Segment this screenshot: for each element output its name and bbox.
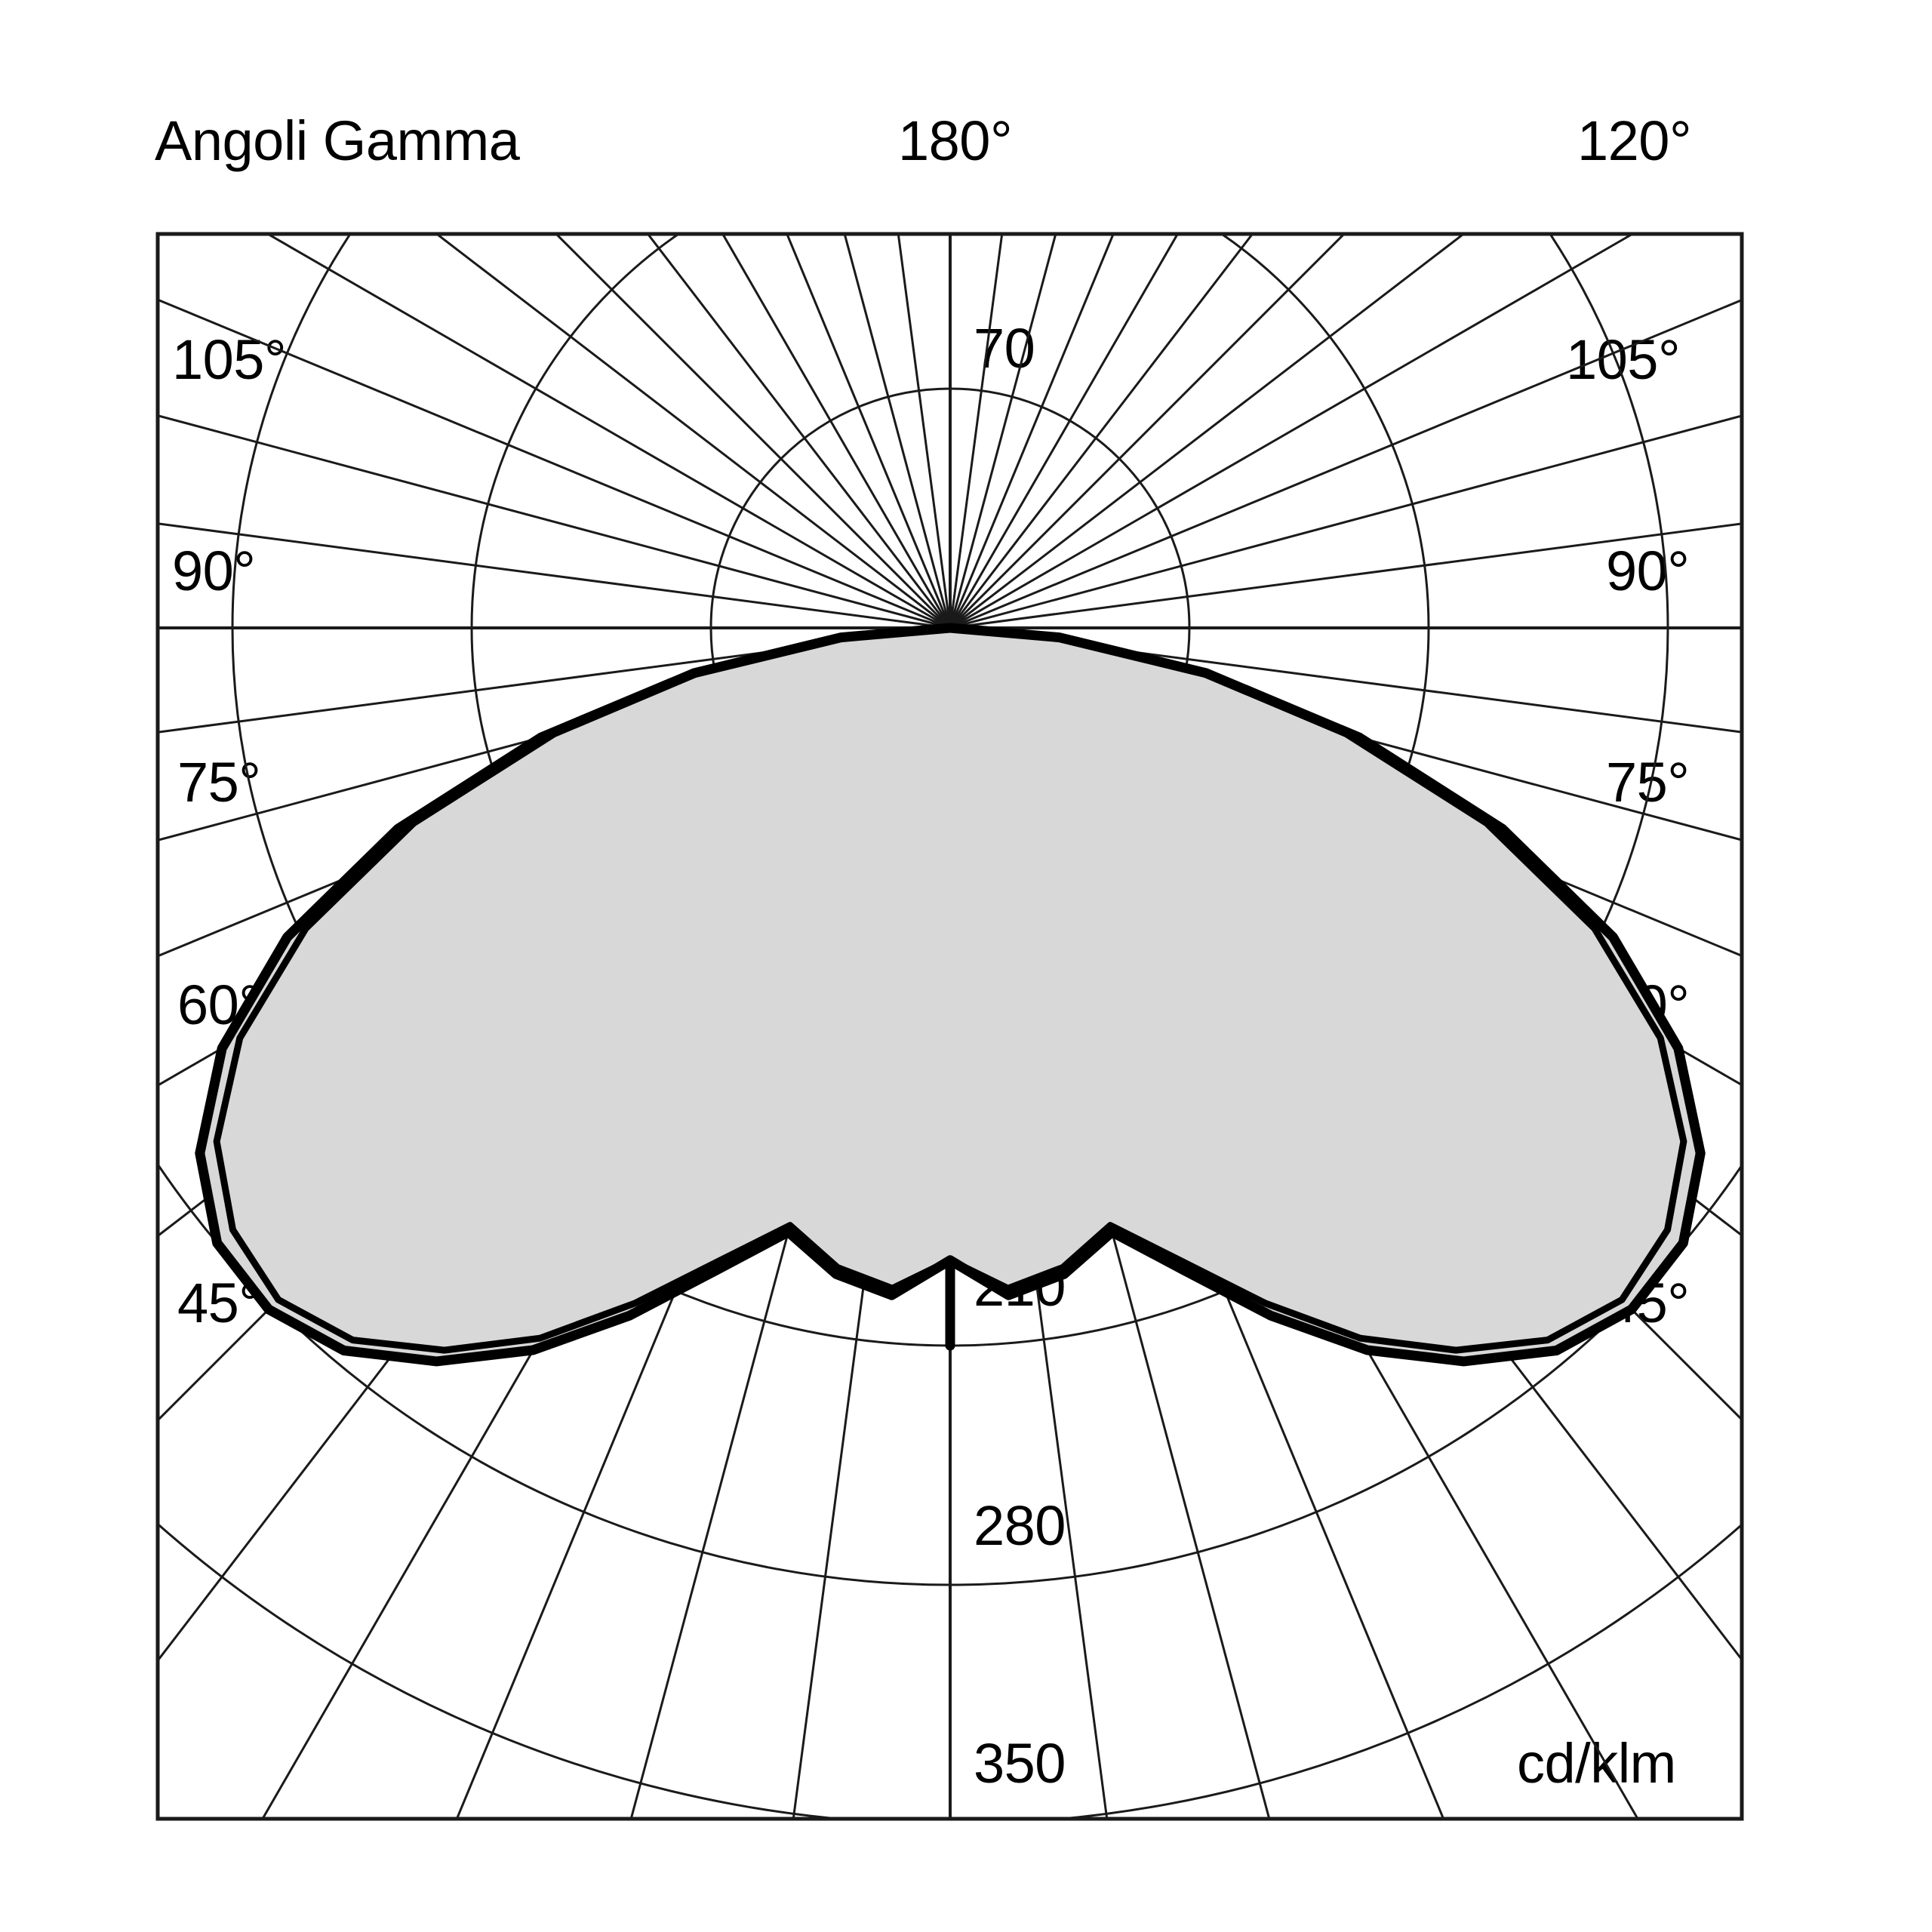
grid-spoke-120 <box>949 234 1635 629</box>
grid-spoke--172.5 <box>897 234 952 629</box>
grid-spoke-82.5 <box>949 626 1742 734</box>
unit-label: cd/klm <box>1517 1732 1676 1795</box>
grid-spoke-112.5 <box>949 298 1742 629</box>
grid-spoke-127.5 <box>949 234 1466 629</box>
grid-spoke--165 <box>843 234 952 629</box>
grid-spoke--97.5 <box>158 522 951 629</box>
gamma-label-right-90: 90° <box>1606 540 1690 602</box>
grid-spoke-172.5 <box>949 234 1004 629</box>
grid-spoke-142.5 <box>949 234 1254 629</box>
chart-title: Angoli Gamma <box>155 109 520 172</box>
grid-spoke--127.5 <box>435 234 951 629</box>
intensity-curves <box>195 623 1706 1367</box>
grid-spoke--82.5 <box>158 626 951 734</box>
gamma-label-left-75: 75° <box>177 751 261 814</box>
grid-spoke--135 <box>554 234 952 629</box>
gamma-label-left-105: 105° <box>172 328 287 391</box>
grid-spoke--157.5 <box>786 234 952 629</box>
grid-spoke--120 <box>265 234 951 629</box>
grid-spoke-157.5 <box>949 234 1115 629</box>
grid-spoke--105 <box>158 414 951 629</box>
grid-spoke--150 <box>721 234 952 629</box>
grid-spoke-150 <box>949 234 1180 629</box>
radial-label-350: 350 <box>974 1732 1066 1795</box>
grid-spoke-97.5 <box>949 522 1742 629</box>
intensity-fill-region <box>199 628 1701 1361</box>
grid-spoke--112.5 <box>158 298 951 629</box>
gamma-label-left-90: 90° <box>172 540 256 602</box>
c-plane-secondary-label: 120° <box>1577 109 1692 172</box>
chart-frame <box>155 232 1744 1821</box>
grid-spoke-165 <box>949 234 1057 629</box>
c-plane-main-label: 180° <box>898 109 1013 172</box>
grid-spoke--142.5 <box>646 234 952 629</box>
grid-spoke-135 <box>949 234 1346 629</box>
grid-spoke-105 <box>949 414 1742 629</box>
radial-label-280: 280 <box>974 1494 1066 1557</box>
intensity-curve-C90-C270 <box>213 624 1687 1354</box>
